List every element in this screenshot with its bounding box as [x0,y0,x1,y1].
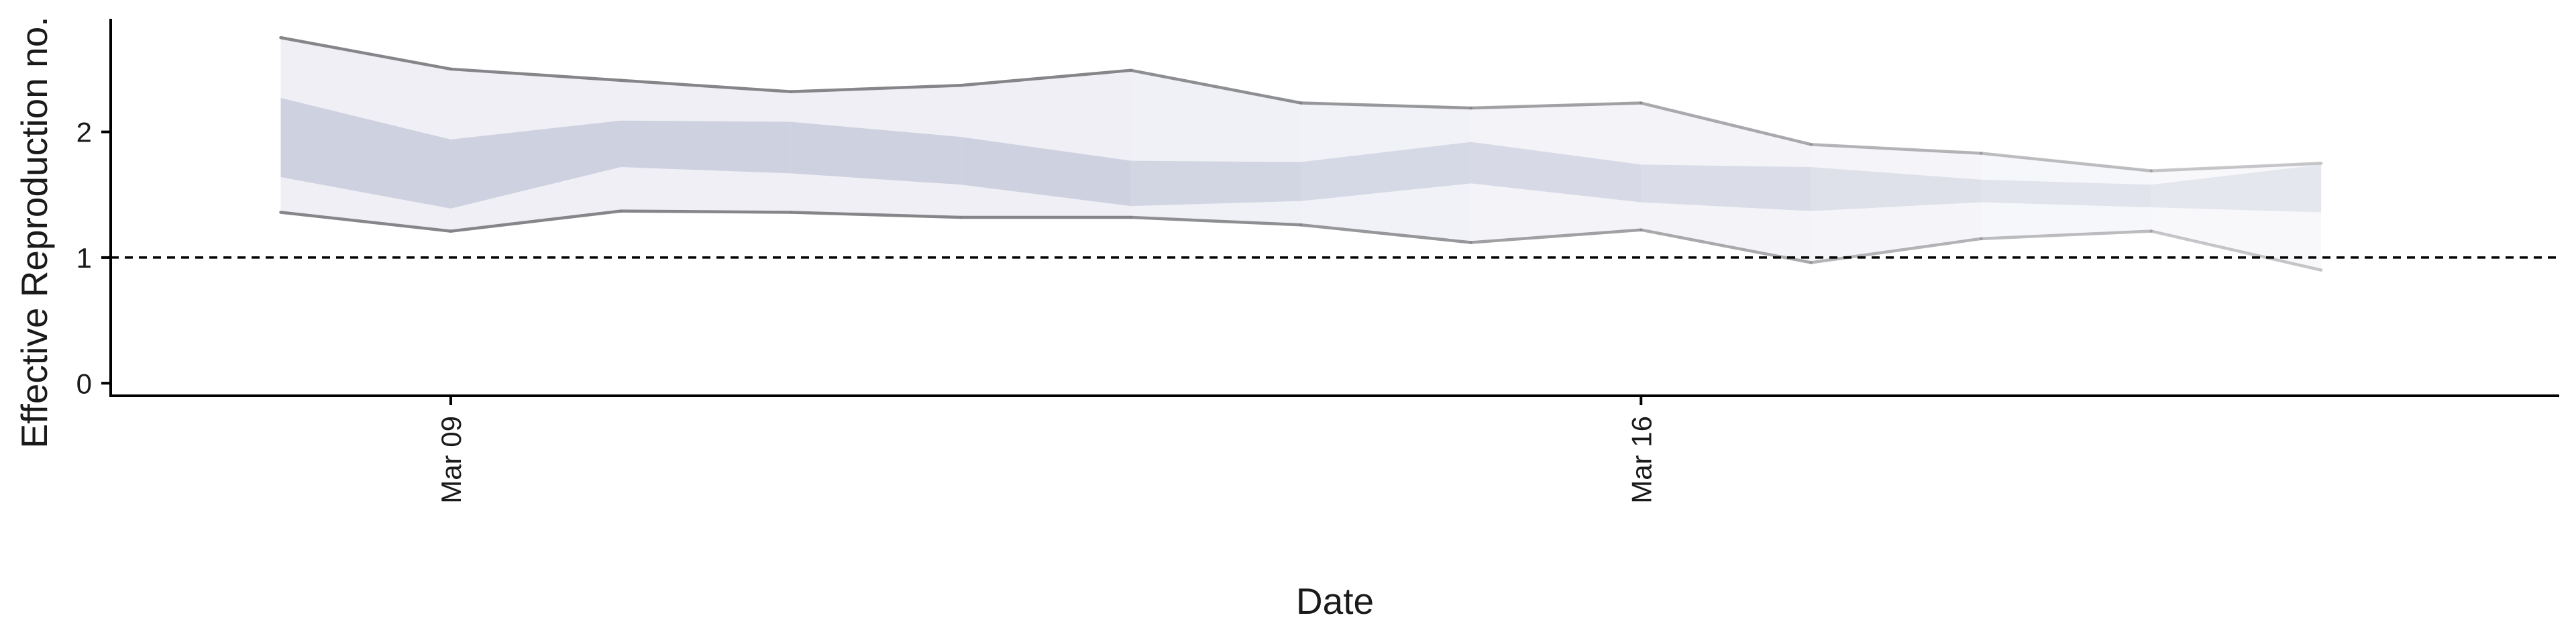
y-axis-title: Effective Reproduction no. [13,16,55,448]
inner-band-segment [1981,179,2151,207]
y-axis: 0 1 2 [76,19,112,399]
inner-band-segment [450,120,621,209]
upper-bound-line [1299,101,1473,110]
upper-bound-line [1469,101,1643,110]
upper-bound-line [1129,68,1303,105]
inner-band-segment [790,121,961,185]
lower-bound-line [279,211,453,233]
upper-bound-line [1809,143,1983,155]
x-tick-label: Mar 09 [435,416,467,504]
y-tick-label: 0 [76,368,92,399]
outer-band-segment [2151,163,2322,270]
inner-band-segment [1130,160,1301,207]
y-tick-label: 1 [76,242,92,274]
plot-area [111,36,2559,272]
outer-band-segment [1981,153,2151,239]
lower-bound-line [449,209,623,233]
lower-bound-line [1979,229,2153,241]
lower-bound-line [1640,228,1813,264]
y-tick-label: 2 [76,117,92,148]
upper-bound-line [449,67,623,83]
inner-band-segment [280,98,451,209]
inner-band-segment [621,120,791,174]
lower-bound-line [2149,229,2323,272]
lower-bound-line [1299,223,1473,244]
upper-bound-line [789,84,963,93]
x-tick-label: Mar 16 [1625,416,1657,504]
upper-bound-line [1979,152,2153,172]
inner-band-segment [961,137,1131,207]
upper-bound-line [2149,162,2323,172]
x-axis-title: Date [1296,580,1374,622]
lower-bound-line [789,211,963,219]
lower-bound-line [1809,237,1983,264]
inner-band-segment [1811,167,1982,211]
upper-bound-line [1640,101,1813,146]
lower-bound-line [1469,228,1643,244]
lower-bound-line [1129,215,1303,227]
upper-bound-line [619,78,793,93]
upper-bound-line [279,36,453,71]
inner-band-segment [1301,142,1471,201]
upper-bound-line [959,68,1133,87]
x-axis: Mar 09 Mar 16 [109,394,2559,504]
outer-band-segment [1811,144,1982,263]
inner-band-segment [1470,142,1642,203]
inner-band-segment [2151,164,2322,213]
lower-bound-line [619,209,793,214]
inner-band-segment [1641,164,1811,211]
